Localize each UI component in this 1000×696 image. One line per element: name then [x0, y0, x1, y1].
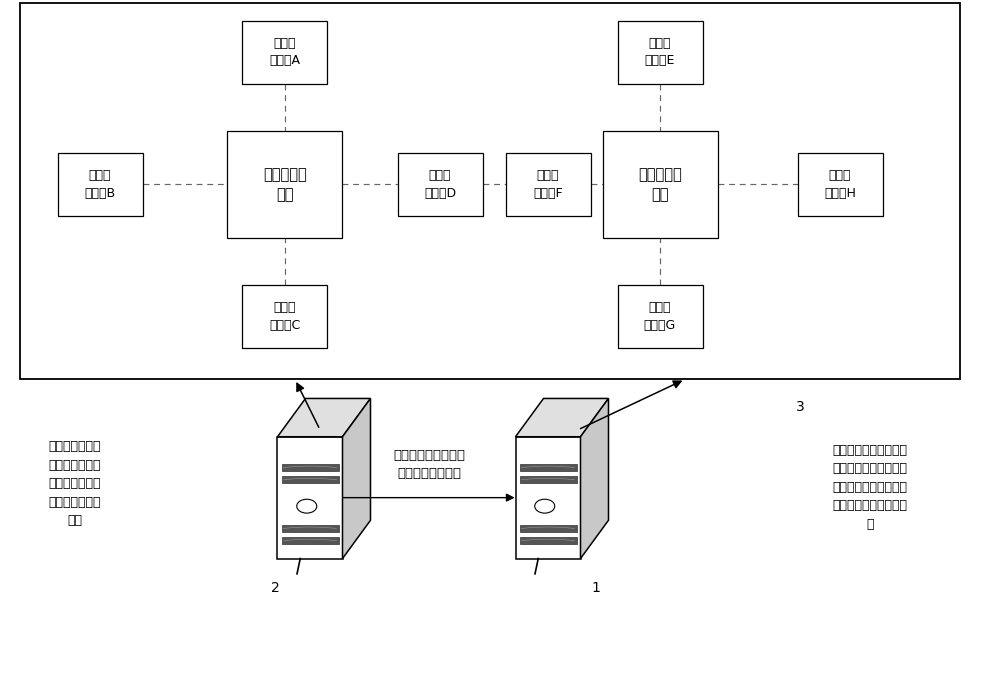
FancyBboxPatch shape: [398, 153, 483, 216]
Text: 中间卫
星节点H: 中间卫 星节点H: [824, 169, 856, 200]
Text: 目标地面站
节点: 目标地面站 节点: [638, 167, 682, 202]
Text: 根据用户终端的
信息传输需求确
定初始地面站节
点和目标地面站
节点: 根据用户终端的 信息传输需求确 定初始地面站节 点和目标地面站 节点: [49, 441, 101, 528]
Text: 中间卫
星节点A: 中间卫 星节点A: [270, 37, 300, 68]
Polygon shape: [516, 398, 608, 437]
Polygon shape: [520, 464, 576, 470]
Polygon shape: [342, 398, 371, 558]
Polygon shape: [516, 437, 580, 558]
Text: 中间卫
星节点C: 中间卫 星节点C: [269, 301, 301, 332]
Text: 3: 3: [796, 400, 804, 414]
Text: 1: 1: [592, 581, 600, 595]
FancyBboxPatch shape: [506, 153, 590, 216]
FancyBboxPatch shape: [242, 285, 327, 348]
Text: 发送初始地面站节点
和目标地面站节点: 发送初始地面站节点 和目标地面站节点: [393, 449, 465, 480]
Polygon shape: [282, 476, 338, 483]
Circle shape: [297, 499, 317, 513]
Circle shape: [535, 499, 555, 513]
Text: 中间卫
星节点E: 中间卫 星节点E: [645, 37, 675, 68]
Polygon shape: [282, 525, 338, 532]
Text: 根据初始地面站节点、
目标地面站节点以及预
设的卫星网络路由算法
对目标信息进行信息传
输: 根据初始地面站节点、 目标地面站节点以及预 设的卫星网络路由算法 对目标信息进行…: [832, 444, 908, 531]
FancyBboxPatch shape: [618, 285, 702, 348]
Polygon shape: [520, 537, 576, 544]
FancyBboxPatch shape: [227, 131, 342, 238]
Text: 初始地面站
节点: 初始地面站 节点: [263, 167, 307, 202]
FancyBboxPatch shape: [20, 3, 960, 379]
Text: 中间卫
星节点F: 中间卫 星节点F: [533, 169, 563, 200]
Polygon shape: [520, 476, 576, 483]
Polygon shape: [580, 398, 608, 558]
Polygon shape: [277, 437, 342, 558]
Text: 中间卫
星节点B: 中间卫 星节点B: [84, 169, 116, 200]
Polygon shape: [282, 464, 338, 470]
Polygon shape: [520, 525, 576, 532]
Text: 中间卫
星节点G: 中间卫 星节点G: [644, 301, 676, 332]
Polygon shape: [277, 398, 371, 437]
FancyBboxPatch shape: [58, 153, 143, 216]
FancyBboxPatch shape: [618, 21, 702, 84]
Text: 中间卫
星节点D: 中间卫 星节点D: [424, 169, 456, 200]
FancyBboxPatch shape: [798, 153, 883, 216]
Polygon shape: [282, 537, 338, 544]
Text: 2: 2: [271, 581, 279, 595]
FancyBboxPatch shape: [242, 21, 327, 84]
FancyBboxPatch shape: [602, 131, 718, 238]
